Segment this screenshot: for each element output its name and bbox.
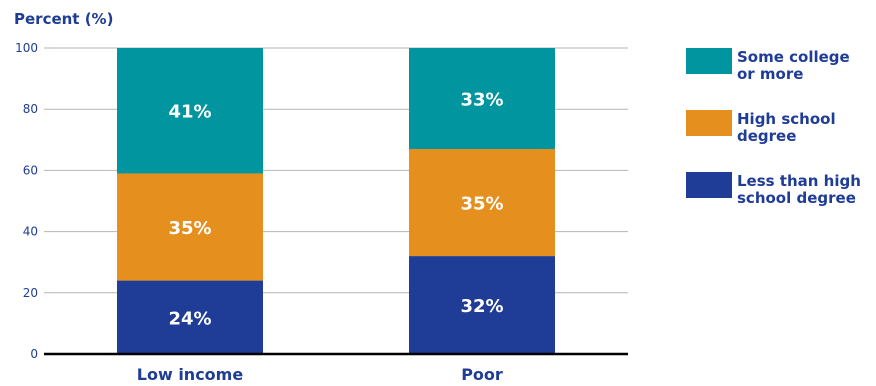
- y-axis-ticks: 0 20 40 60 80 100: [15, 41, 38, 361]
- bar-segment: [409, 256, 555, 354]
- legend-label: Some college or more: [737, 48, 850, 83]
- y-tick-label: 60: [23, 163, 38, 177]
- data-label: 35%: [460, 194, 503, 215]
- x-category-label: Poor: [461, 365, 503, 384]
- x-axis-labels: Low income Poor: [137, 365, 503, 384]
- bar-segment: [117, 48, 263, 174]
- data-label: 33%: [460, 89, 503, 110]
- y-tick-label: 0: [30, 347, 38, 361]
- bars: [117, 48, 555, 354]
- y-tick-label: 20: [23, 286, 38, 300]
- data-label: 32%: [460, 296, 503, 317]
- legend: Some college or more High school degree Less…: [686, 48, 861, 207]
- data-label: 24%: [168, 308, 211, 329]
- y-tick-label: 80: [23, 102, 38, 116]
- y-axis-title: Percent (%): [14, 10, 113, 28]
- legend-swatch: [686, 48, 732, 74]
- bar-segment: [117, 280, 263, 354]
- bar-segment: [409, 48, 555, 149]
- legend-label: High school degree: [737, 110, 836, 145]
- x-category-label: Low income: [137, 365, 244, 384]
- bar-segment: [409, 148, 555, 257]
- legend-swatch: [686, 172, 732, 198]
- y-tick-label: 40: [23, 225, 38, 239]
- y-tick-label: 100: [15, 41, 38, 55]
- data-labels: 24% 35% 41% 32% 35% 33%: [168, 89, 503, 329]
- data-label: 41%: [168, 102, 211, 123]
- legend-label: Less than high school degree: [737, 172, 861, 207]
- bar-segment: [117, 173, 263, 281]
- data-label: 35%: [168, 218, 211, 239]
- legend-swatch: [686, 110, 732, 136]
